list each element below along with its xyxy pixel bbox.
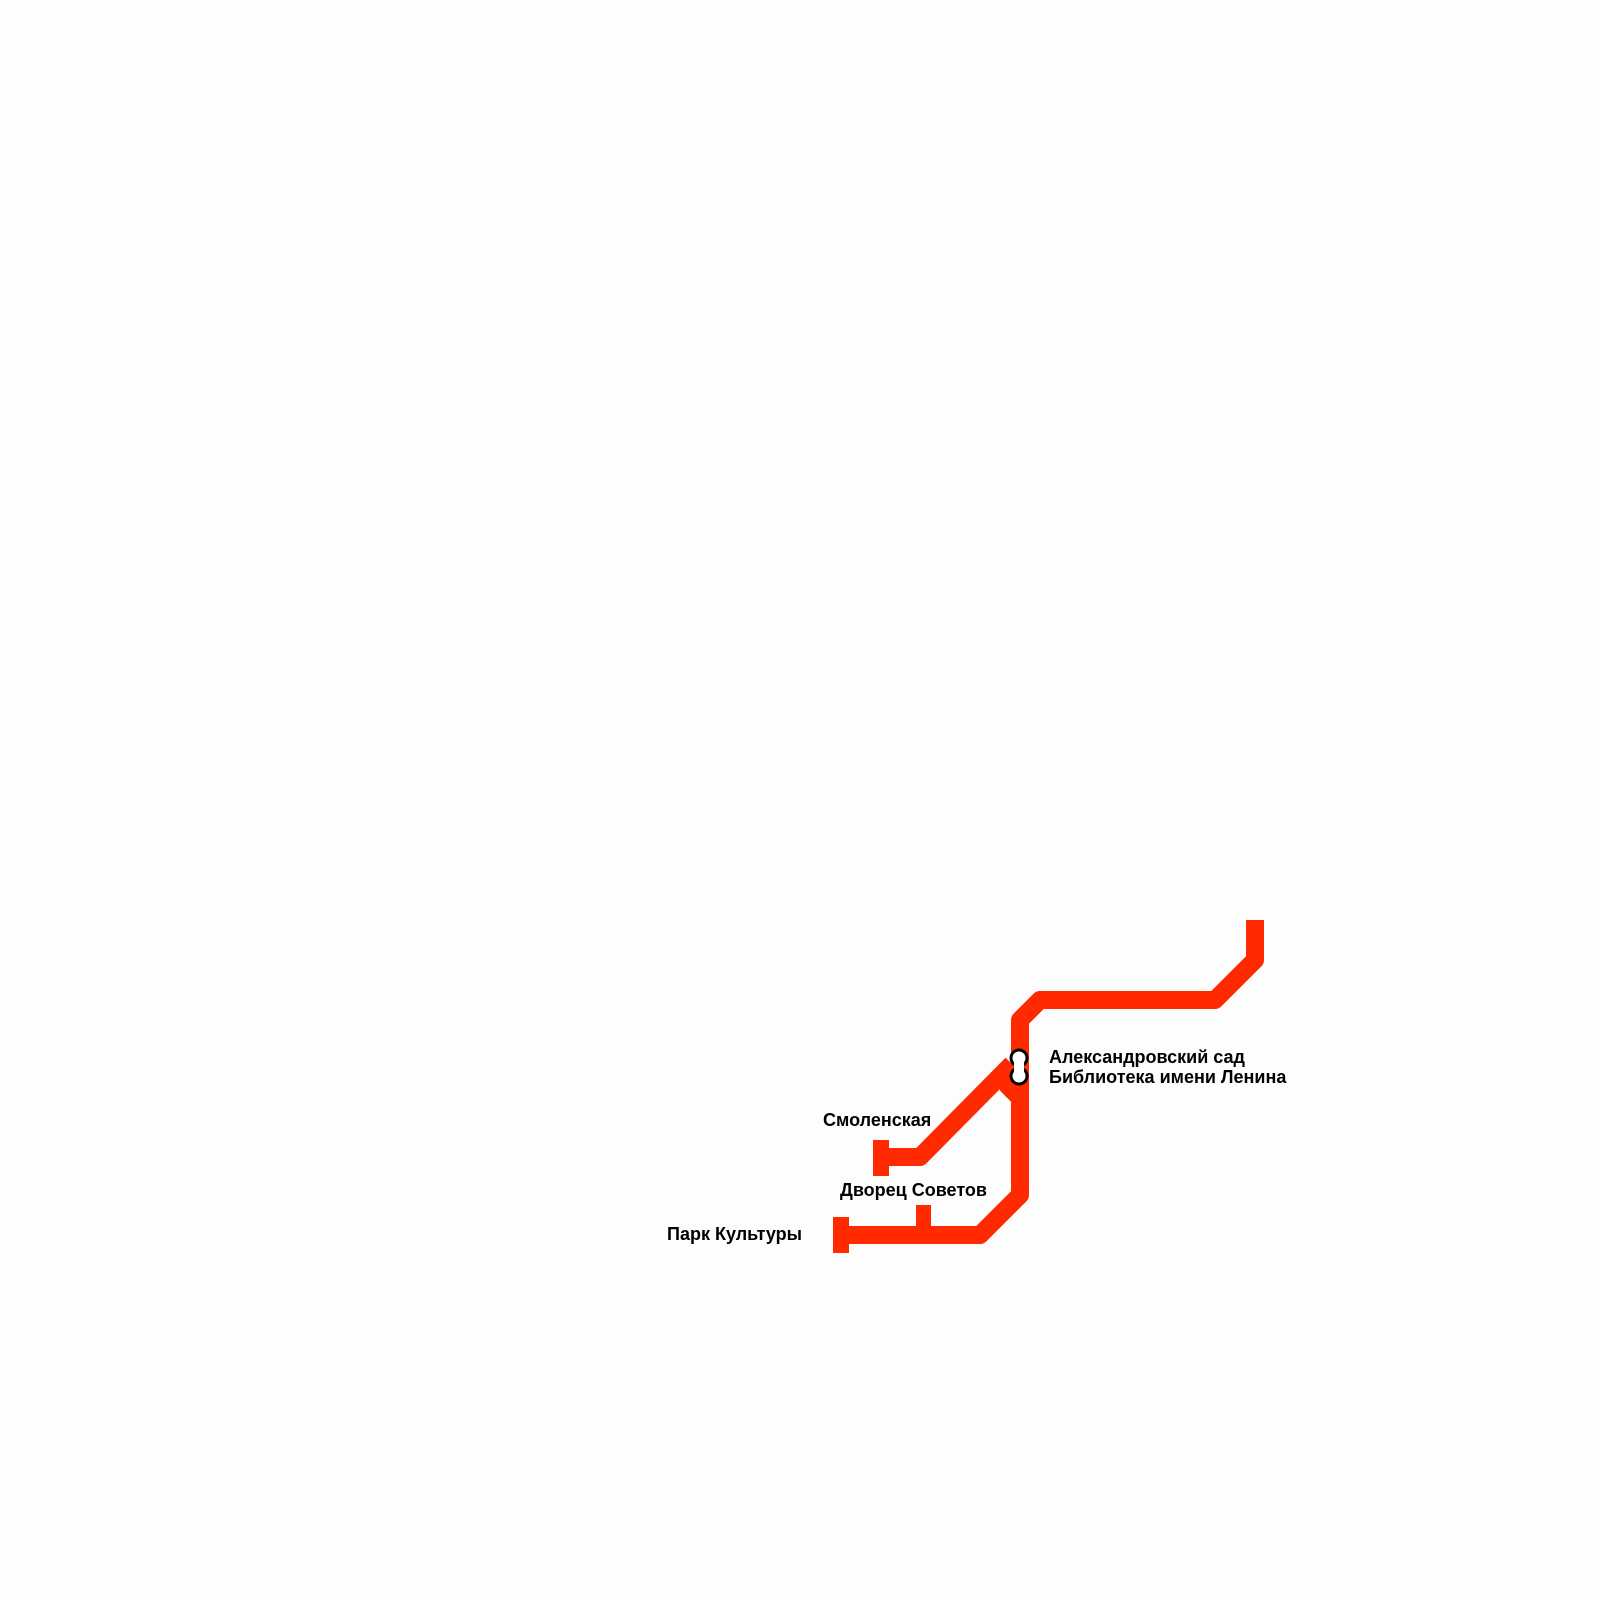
station-label-biblioteka-lenina[interactable]: Библиотека имени Ленина [1049,1067,1287,1087]
station-tick-smolenskaya[interactable] [873,1140,889,1176]
interchange-marker[interactable] [1009,1048,1029,1086]
metro-line-connector [999,1077,1029,1107]
station-tick-dvorets-sovetov[interactable] [916,1205,931,1235]
metro-line-main [848,920,1264,1244]
station-label-smolenskaya[interactable]: Смоленская [823,1110,932,1130]
station-label-aleksandrovsky-sad[interactable]: Александровский сад [1049,1047,1245,1067]
station-label-dvorets-sovetov[interactable]: Дворец Советов [840,1180,987,1200]
station-tick-park-kultury[interactable] [833,1217,849,1253]
metro-line-branch [882,1057,1019,1166]
station-label-park-kultury[interactable]: Парк Культуры [667,1224,803,1244]
